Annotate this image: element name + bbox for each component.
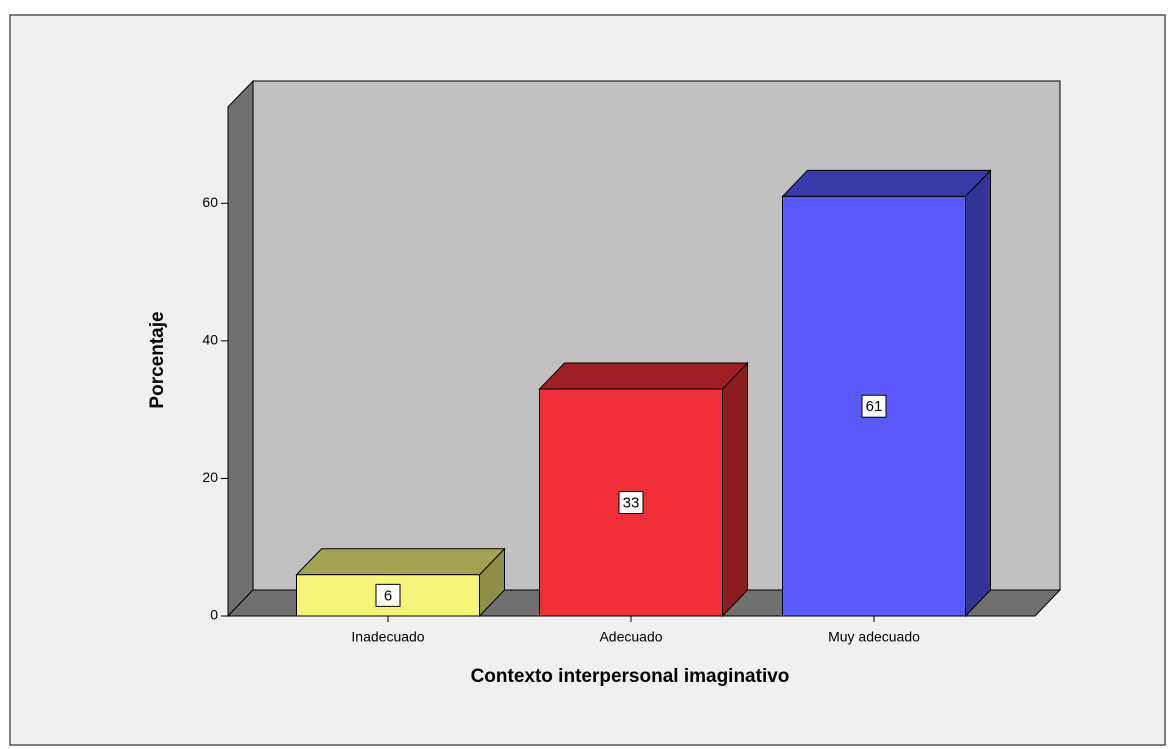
bar-top bbox=[538, 362, 749, 390]
bar-side bbox=[965, 169, 991, 618]
y-tick-label: 20 bbox=[202, 469, 218, 485]
value-label: 33 bbox=[623, 494, 640, 511]
x-tick-label: Inadecuado bbox=[351, 629, 424, 645]
value-label: 6 bbox=[384, 587, 392, 604]
left-wall bbox=[227, 79, 254, 618]
y-tick-label: 60 bbox=[202, 194, 218, 210]
y-axis-title: Porcentaje bbox=[147, 311, 168, 408]
value-label-box bbox=[375, 583, 401, 607]
bar-top bbox=[295, 548, 506, 576]
x-tick-label: Muy adecuado bbox=[828, 629, 920, 645]
bar-top bbox=[781, 169, 992, 197]
x-axis-title: Contexto interpersonal imaginativo bbox=[471, 666, 790, 687]
y-tick-label: 40 bbox=[202, 332, 218, 348]
value-label-box bbox=[861, 394, 887, 418]
y-tick-label: 0 bbox=[210, 607, 218, 623]
value-label-box bbox=[618, 491, 644, 515]
bar-side bbox=[722, 361, 748, 618]
value-label: 61 bbox=[866, 398, 883, 415]
x-tick-label: Adecuado bbox=[599, 629, 662, 645]
